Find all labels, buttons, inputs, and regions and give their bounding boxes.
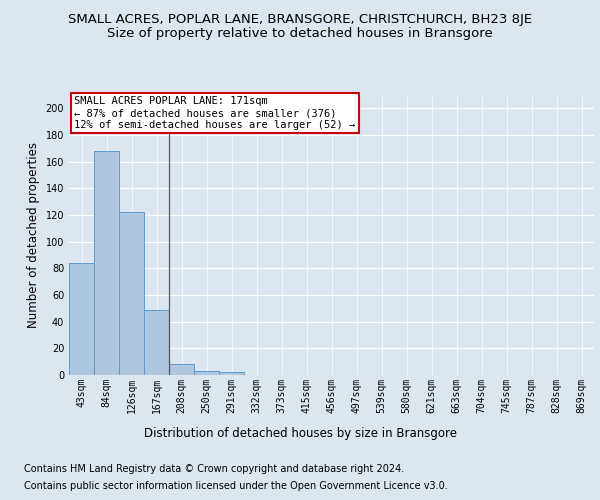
Text: Contains HM Land Registry data © Crown copyright and database right 2024.: Contains HM Land Registry data © Crown c… [24,464,404,474]
Text: SMALL ACRES, POPLAR LANE, BRANSGORE, CHRISTCHURCH, BH23 8JE: SMALL ACRES, POPLAR LANE, BRANSGORE, CHR… [68,12,532,26]
Bar [69,263,94,375]
Bar [144,310,169,375]
Bar [194,371,219,375]
Y-axis label: Number of detached properties: Number of detached properties [27,142,40,328]
Bar [219,372,244,375]
Text: Size of property relative to detached houses in Bransgore: Size of property relative to detached ho… [107,28,493,40]
Text: Distribution of detached houses by size in Bransgore: Distribution of detached houses by size … [143,428,457,440]
Bar [94,151,119,375]
Bar [119,212,144,375]
Text: Contains public sector information licensed under the Open Government Licence v3: Contains public sector information licen… [24,481,448,491]
Bar [169,364,194,375]
Text: SMALL ACRES POPLAR LANE: 171sqm
← 87% of detached houses are smaller (376)
12% o: SMALL ACRES POPLAR LANE: 171sqm ← 87% of… [74,96,355,130]
